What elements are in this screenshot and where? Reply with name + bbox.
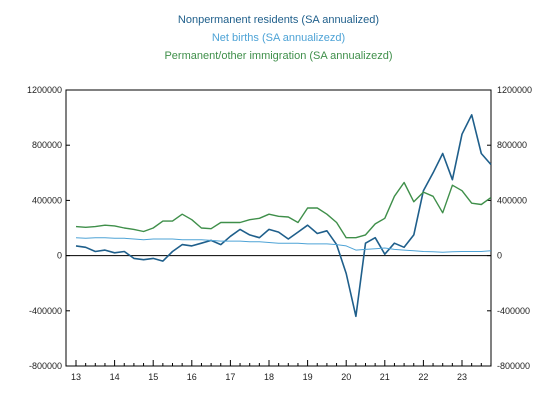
x-tick-label: 17 — [225, 372, 235, 382]
x-tick-label: 21 — [380, 372, 390, 382]
right-y-tick-label: -800000 — [497, 361, 530, 371]
left-y-tick-label: -800000 — [29, 361, 62, 371]
series-line-nonpermanent — [75, 114, 492, 318]
series-layer — [75, 114, 492, 318]
x-tick-label: 14 — [110, 372, 120, 382]
plot-frame — [65, 89, 492, 367]
x-tick-label: 22 — [418, 372, 428, 382]
left-y-tick-label: -400000 — [29, 306, 62, 316]
right-y-tick-label: 800000 — [497, 140, 527, 150]
series-line-permanent-immigration — [75, 181, 492, 239]
x-tick-label: 19 — [303, 372, 313, 382]
left-y-tick-label: 0 — [57, 251, 62, 261]
left-y-tick-label: 400000 — [32, 195, 62, 205]
x-tick-label: 20 — [341, 372, 351, 382]
right-y-tick-label: 0 — [497, 251, 502, 261]
series-line-net-births — [75, 237, 491, 253]
x-tick-label: 23 — [457, 372, 467, 382]
legend-entry-permanent-immigration: Permanent/other immigration (SA annualiz… — [164, 50, 393, 62]
axis-layer: -800000 -800000 -400000 -400000 0 0 400000 4000… — [27, 85, 532, 382]
x-tick-label: 15 — [148, 372, 158, 382]
right-y-tick-label: -400000 — [497, 306, 530, 316]
legend-entry-nonpermanent: Nonpermanent residents (SA annualized) — [177, 14, 380, 26]
right-y-tick-label: 1200000 — [497, 85, 532, 95]
left-y-tick-label: 800000 — [32, 140, 62, 150]
x-tick-label: 18 — [264, 372, 274, 382]
left-y-tick-label: 1200000 — [27, 85, 62, 95]
x-tick-label: 13 — [71, 372, 81, 382]
legend-entry-net-births: Net births (SA annualizezd) — [211, 32, 346, 44]
x-tick-label: 16 — [187, 372, 197, 382]
right-y-tick-label: 400000 — [497, 195, 527, 205]
